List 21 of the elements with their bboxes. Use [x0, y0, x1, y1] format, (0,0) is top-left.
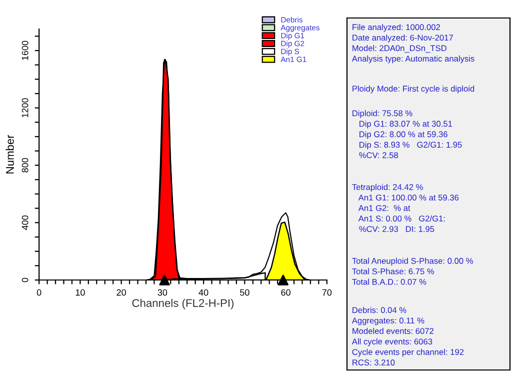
text: Diploid: 75.58 % Dip G1: 83.07 % at 30.51 Dip G2: 8.00 % at 59.36 Dip S: 8.93 % G2/G1: 1.95 %CV: 2.58	[352, 110, 462, 158]
x-tick-label: 40	[198, 289, 208, 296]
x-tick-label: 50	[240, 289, 250, 296]
x-tick-label: 20	[116, 289, 126, 296]
y-tick-label: 1600	[22, 40, 28, 60]
x-tick-label: 0	[36, 289, 42, 296]
x-tick-label: 70	[322, 289, 332, 296]
y-tick-label: 400	[22, 215, 28, 230]
x-tick-label: 30	[158, 289, 168, 296]
y-tick-label: 1200	[22, 98, 28, 118]
x-tick-label: 10	[76, 289, 85, 296]
text: Debris: 0.04 % Aggregates: 0.11 % Modeled events: 6072 All cycle events: 6063 Cycle events per channel: 192 RCS: 3.210	[352, 306, 464, 366]
x-axis-title: Channels (FL2-H-PI)	[132, 298, 234, 310]
y-tick-label: 0	[22, 278, 28, 282]
x-tick-label: 60	[281, 289, 290, 296]
text: Total Aneuploid S-Phase: 0.00 % Total S-Phase: 6.75 % Total B.A.D.: 0.07 %	[352, 258, 473, 285]
y-axis-title: Number	[6, 134, 14, 174]
text: File analyzed: 1000.002 Date analyzed: 6-Nov-2017 Model: 2DA0n_DSn_TSD Analysis type: Automatic analysis	[352, 24, 474, 64]
text: Ploidy Mode: First cycle is diploid	[352, 86, 474, 94]
text: Tetraploid: 24.42 % An1 G1: 100.00 % at 59.36 An1 G2: % at An1 S: 0.00 % G2/G1: %CV: 2.93 DI: 1.95	[352, 184, 459, 232]
y-tick-label: 800	[22, 158, 28, 172]
